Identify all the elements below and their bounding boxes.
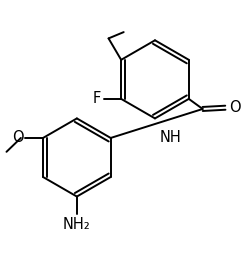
Text: NH: NH: [159, 130, 181, 145]
Text: O: O: [13, 131, 24, 145]
Text: F: F: [93, 91, 101, 106]
Text: O: O: [229, 100, 241, 115]
Text: NH₂: NH₂: [63, 217, 91, 232]
